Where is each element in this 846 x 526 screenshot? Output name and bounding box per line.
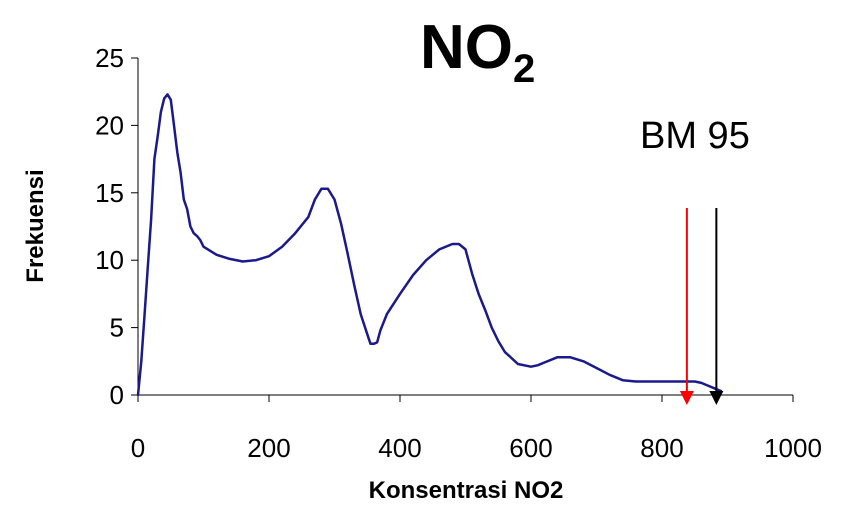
- y-axis-label: Frekuensi: [22, 169, 49, 282]
- y-ticks: 0 5 10 15 20 25: [95, 43, 138, 410]
- annotation-bm95: BM 95: [640, 115, 750, 157]
- arrow-head: [709, 391, 724, 405]
- x-ticks: 0 200 400 600 800 1000: [131, 395, 822, 463]
- x-axis-label: Konsentrasi NO2: [369, 477, 564, 504]
- x-tick-label: 0: [131, 433, 145, 463]
- chart-title-subscript: 2: [513, 47, 535, 91]
- x-tick-label: 400: [378, 433, 421, 463]
- series-layer: [136, 93, 723, 397]
- y-tick-label: 15: [95, 178, 124, 208]
- x-tick-label: 1000: [764, 433, 822, 463]
- y-tick-label: 20: [95, 110, 124, 140]
- arrow-head: [679, 391, 694, 405]
- x-tick-label: 600: [509, 433, 552, 463]
- series-line: [136, 93, 723, 397]
- chart-title-main: NO: [420, 13, 513, 82]
- y-tick-label: 25: [95, 43, 124, 73]
- chart-title: NO2: [420, 13, 535, 91]
- y-tick-label: 0: [110, 380, 124, 410]
- x-tick-label: 200: [247, 433, 290, 463]
- arrow-layer: [679, 208, 724, 405]
- y-tick-label: 10: [95, 245, 124, 275]
- y-tick-label: 5: [110, 313, 124, 343]
- x-tick-label: 800: [640, 433, 683, 463]
